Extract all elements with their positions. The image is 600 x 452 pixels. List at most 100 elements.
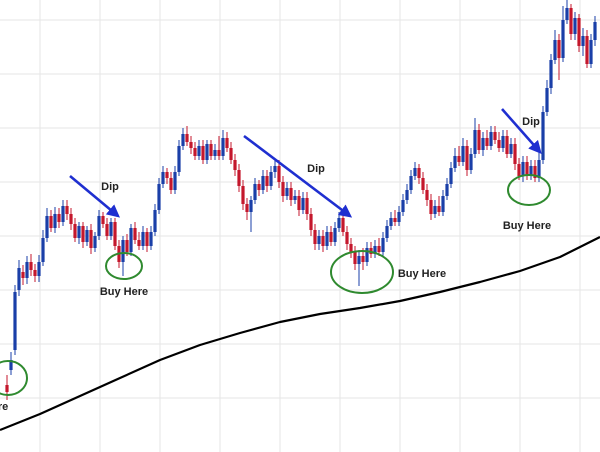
candle-body xyxy=(153,210,157,232)
candle xyxy=(465,140,469,176)
candle xyxy=(405,184,409,204)
candle xyxy=(469,148,473,174)
candle xyxy=(565,0,569,24)
candle xyxy=(173,166,177,194)
candle xyxy=(89,224,93,254)
candle xyxy=(157,178,161,214)
candle-body xyxy=(45,216,49,238)
candle xyxy=(453,148,457,172)
candle xyxy=(13,285,17,355)
candle xyxy=(221,130,225,160)
candle-body xyxy=(553,40,557,60)
candle xyxy=(209,140,213,160)
candle-body xyxy=(213,150,217,156)
candle-body xyxy=(29,262,33,270)
candle-body xyxy=(569,8,573,34)
candle-body xyxy=(93,236,97,248)
candle-body xyxy=(77,226,81,238)
candle xyxy=(133,222,137,244)
candle-body xyxy=(145,232,149,246)
dip-label: Dip xyxy=(307,163,325,175)
candle-body xyxy=(285,188,289,196)
candle xyxy=(389,212,393,230)
candle xyxy=(397,206,401,226)
candle xyxy=(513,138,517,170)
candle xyxy=(241,180,245,210)
candle-body xyxy=(137,240,141,246)
candle-body xyxy=(533,166,537,178)
candle-body xyxy=(437,206,441,212)
candle xyxy=(189,136,193,154)
candle-body xyxy=(481,138,485,150)
candle-body xyxy=(261,176,265,190)
candle-body xyxy=(401,200,405,212)
candle-body xyxy=(505,136,509,154)
candle-body xyxy=(417,168,421,178)
candle xyxy=(105,218,109,240)
candle-body xyxy=(541,112,545,160)
candles xyxy=(5,0,597,400)
candle-body xyxy=(573,18,577,34)
candle xyxy=(409,170,413,194)
candle xyxy=(445,178,449,200)
candle-body xyxy=(521,162,525,176)
candle xyxy=(37,255,41,282)
candle-body xyxy=(217,150,221,156)
candle-body xyxy=(425,190,429,200)
candle-body xyxy=(465,146,469,170)
candle xyxy=(437,196,441,216)
candle-body xyxy=(429,200,433,214)
candle-body xyxy=(269,172,273,186)
candle xyxy=(449,162,453,188)
candle-body xyxy=(37,262,41,276)
buy-here-label: Buy Here xyxy=(398,268,446,280)
candle xyxy=(301,192,305,214)
candle-body xyxy=(277,166,281,182)
dip-arrow xyxy=(501,108,542,154)
candle xyxy=(393,210,397,226)
candle xyxy=(413,162,417,180)
candle-body xyxy=(33,270,37,276)
candle xyxy=(489,126,493,150)
candle xyxy=(485,130,489,150)
candle-body xyxy=(441,196,445,212)
candle xyxy=(505,130,509,158)
candle-body xyxy=(345,232,349,244)
candle-body xyxy=(509,144,513,154)
candle-body xyxy=(133,228,137,240)
candle xyxy=(421,172,425,194)
candle-body xyxy=(165,172,169,178)
candle xyxy=(93,232,97,252)
candle xyxy=(297,190,301,216)
candle xyxy=(281,176,285,202)
candle xyxy=(525,156,529,180)
candle xyxy=(205,140,209,164)
candle xyxy=(273,160,277,178)
candle-body xyxy=(25,262,29,278)
candle-body xyxy=(337,218,341,228)
candle-body xyxy=(549,60,553,88)
candle xyxy=(369,242,373,258)
candle xyxy=(197,140,201,160)
buy-circle xyxy=(0,360,28,396)
candle xyxy=(585,30,589,68)
candle-body xyxy=(309,214,313,230)
candle-body xyxy=(565,8,569,20)
candle-body xyxy=(433,206,437,214)
candle-body xyxy=(373,246,377,254)
candle xyxy=(141,226,145,250)
candle xyxy=(169,172,173,194)
candle-body xyxy=(353,252,357,264)
candle-body xyxy=(289,188,293,200)
candle xyxy=(341,212,345,236)
candle-body xyxy=(593,22,597,40)
candle-body xyxy=(61,206,65,222)
candle xyxy=(305,192,309,220)
candle xyxy=(121,236,125,276)
candle xyxy=(233,154,237,176)
candle-body xyxy=(273,166,277,172)
candle-body xyxy=(197,146,201,156)
candle-body xyxy=(209,144,213,156)
candle-body xyxy=(517,164,521,176)
